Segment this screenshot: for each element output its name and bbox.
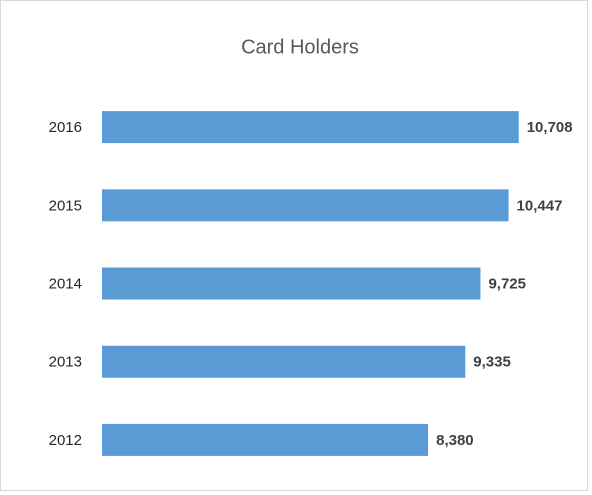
bar <box>102 267 481 300</box>
bar <box>102 111 519 144</box>
category-label: 2012 <box>49 432 82 449</box>
value-label: 9,335 <box>473 354 511 371</box>
value-label: 8,380 <box>436 432 474 449</box>
category-label: 2016 <box>49 119 82 136</box>
chart-title: Card Holders <box>241 36 359 58</box>
bar <box>102 345 466 378</box>
bar <box>102 423 429 456</box>
bar <box>102 189 509 222</box>
category-label: 2014 <box>49 275 82 292</box>
value-label: 10,708 <box>527 119 573 136</box>
category-label: 2015 <box>49 197 82 214</box>
value-label: 10,447 <box>517 197 563 214</box>
category-label: 2013 <box>49 354 82 371</box>
value-label: 9,725 <box>488 275 526 292</box>
